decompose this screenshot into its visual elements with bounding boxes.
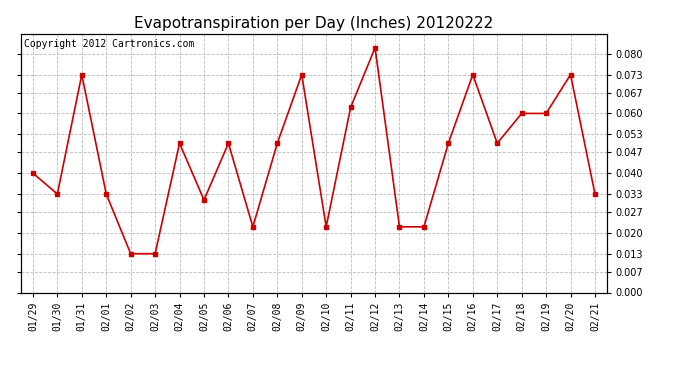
Title: Evapotranspiration per Day (Inches) 20120222: Evapotranspiration per Day (Inches) 2012…	[135, 16, 493, 31]
Text: Copyright 2012 Cartronics.com: Copyright 2012 Cartronics.com	[23, 39, 194, 49]
